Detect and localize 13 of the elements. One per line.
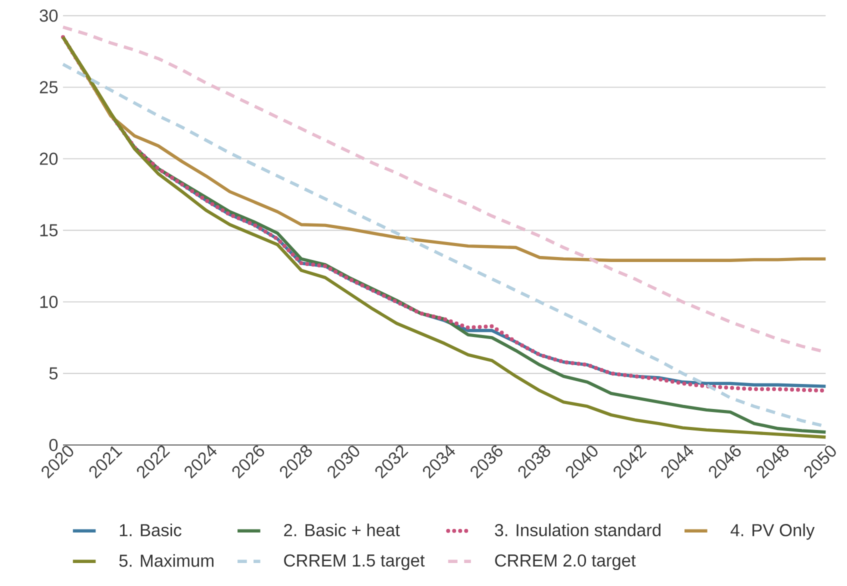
legend-label: 5. Maximum <box>119 554 214 567</box>
legend-label: 3. Insulation standard <box>494 524 660 536</box>
legend-label: 2. Basic + heat <box>284 524 400 536</box>
legend-label: 1. Basic <box>120 524 182 536</box>
y-tick-label: 15 <box>40 224 58 236</box>
y-tick-label: 5 <box>49 367 58 380</box>
y-tick-label: 20 <box>40 152 58 165</box>
legend-label: 4. PV Only <box>730 524 815 540</box>
y-tick-label: 30 <box>40 10 58 22</box>
legend-label: CRREM 2.0 target <box>495 554 636 570</box>
y-tick-label: 25 <box>40 81 58 94</box>
legend-label: CRREM 1.5 target <box>284 554 425 570</box>
y-tick-label: 10 <box>40 296 58 308</box>
